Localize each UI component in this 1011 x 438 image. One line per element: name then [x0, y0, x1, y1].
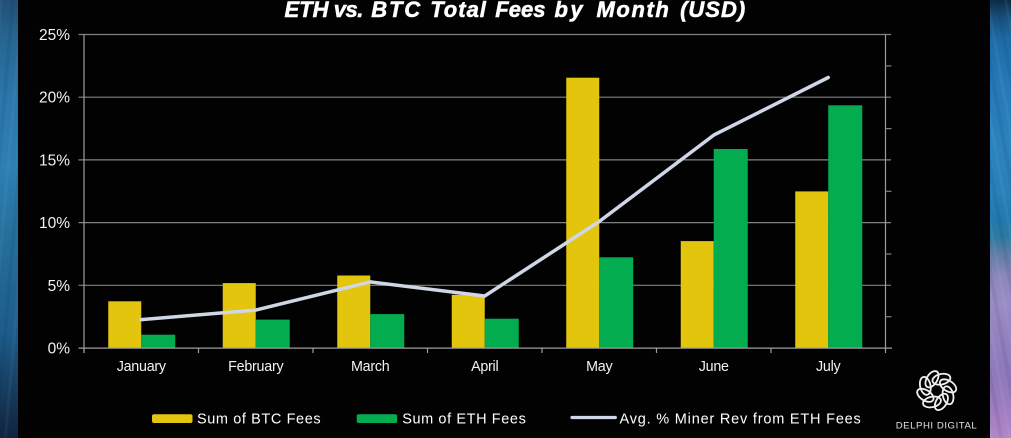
svg-text:10%: 10% [39, 215, 70, 232]
svg-text:15%: 15% [39, 152, 70, 169]
svg-text:Avg. % Miner Rev from ETH Fees: Avg. % Miner Rev from ETH Fees [620, 411, 862, 427]
svg-text:5%: 5% [48, 278, 71, 295]
svg-text:July: July [816, 359, 842, 375]
svg-text:25%: 25% [39, 27, 70, 44]
svg-text:April: April [471, 359, 498, 375]
svg-text:January: January [117, 359, 167, 375]
svg-text:20%: 20% [39, 90, 70, 107]
svg-text:February: February [228, 359, 284, 375]
svg-text:Sum of BTC Fees: Sum of BTC Fees [197, 411, 321, 427]
svg-text:0%: 0% [48, 341, 71, 358]
svg-text:Sum of ETH Fees: Sum of ETH Fees [402, 411, 526, 427]
svg-text:March: March [351, 359, 390, 375]
svg-text:DELPHI DIGITAL: DELPHI DIGITAL [896, 421, 978, 432]
svg-text:June: June [699, 359, 729, 375]
svg-text:May: May [586, 359, 613, 375]
